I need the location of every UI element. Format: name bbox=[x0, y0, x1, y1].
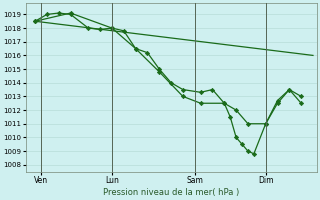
X-axis label: Pression niveau de la mer( hPa ): Pression niveau de la mer( hPa ) bbox=[103, 188, 239, 197]
